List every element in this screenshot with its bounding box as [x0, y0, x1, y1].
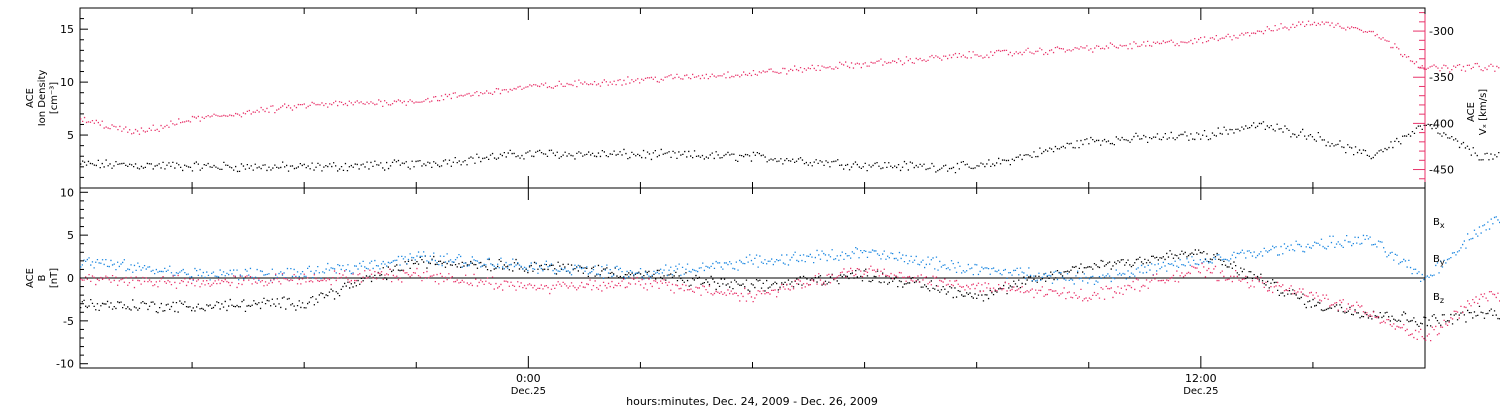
- legend-item-z: Bz: [1433, 292, 1444, 305]
- series-vx: [80, 20, 1500, 135]
- bottom-x-ticks: [79, 188, 1426, 368]
- top-ylabel-right-2: Vₓ [km/s]: [1478, 89, 1489, 135]
- x-axis-labels: 0:00Dec.2512:00Dec.250:00Dec.2612:00Dec.…: [511, 372, 1219, 397]
- bottom-ylabel-left-1: ACE: [25, 268, 36, 288]
- top-ylabel-left-2: Ion Density: [37, 70, 48, 127]
- top-ylabel-right-1: ACE: [1466, 102, 1477, 122]
- legend-item-x: Bx: [1433, 217, 1445, 230]
- y-right-tick-label: -450: [1429, 164, 1454, 177]
- y-right-tick-label: -350: [1429, 71, 1454, 84]
- series-points: [80, 216, 1500, 285]
- series-points: [80, 249, 1500, 327]
- legend-item-y: By: [1433, 254, 1445, 267]
- x-tick-date: Dec.25: [511, 386, 546, 397]
- top-panel-frame: [79, 7, 1426, 189]
- bottom-ylabel-left-2: B: [37, 274, 48, 281]
- y-right-tick-label: -300: [1429, 25, 1454, 38]
- series-by: [80, 216, 1500, 285]
- y-tick-label: 5: [67, 229, 74, 242]
- y-tick-label: 15: [60, 23, 74, 36]
- x-tick-date: Dec.25: [1183, 386, 1218, 397]
- bottom-ylabel-left-3: [nT]: [49, 268, 60, 288]
- top-ylabel-left-1: ACE: [25, 88, 36, 108]
- y-tick-label: 0: [67, 272, 74, 285]
- top-right-axis: -300 -350 -400 -450: [1413, 8, 1454, 188]
- series-bx: [80, 249, 1500, 327]
- series-bz: [80, 262, 1500, 342]
- top-x-ticks: [79, 8, 1426, 188]
- series-points: [80, 262, 1500, 342]
- series-points: [80, 20, 1500, 135]
- top-left-axis: 5 10 15: [60, 18, 88, 178]
- series-points: [80, 121, 1500, 174]
- top-series-layer: [80, 20, 1500, 174]
- x-axis-title: hours:minutes, Dec. 24, 2009 - Dec. 26, …: [626, 395, 878, 408]
- x-tick-time: 12:00: [1185, 372, 1217, 385]
- x-tick-time: 0:00: [516, 372, 541, 385]
- bottom-panel: 10 5 0 -5 -10 ACE B [nT] Bx By Bz: [25, 186, 1500, 371]
- bottom-series-layer: [80, 216, 1500, 342]
- series-ion-density: [80, 121, 1500, 174]
- top-panel: 5 10 15 -300 -350 -400 -450 ACE Ion Density […: [25, 7, 1500, 189]
- y-tick-label: -10: [56, 358, 74, 371]
- y-right-tick-label: -400: [1429, 117, 1454, 130]
- bottom-legend: Bx By Bz: [1433, 217, 1445, 305]
- top-ylabel-left-3: [cm⁻³]: [49, 82, 60, 114]
- bottom-left-axis: 10 5 0 -5 -10: [56, 186, 88, 371]
- y-tick-label: 10: [60, 186, 74, 199]
- y-tick-label: -5: [63, 315, 74, 328]
- y-tick-label: 10: [60, 76, 74, 89]
- y-tick-label: 5: [67, 129, 74, 142]
